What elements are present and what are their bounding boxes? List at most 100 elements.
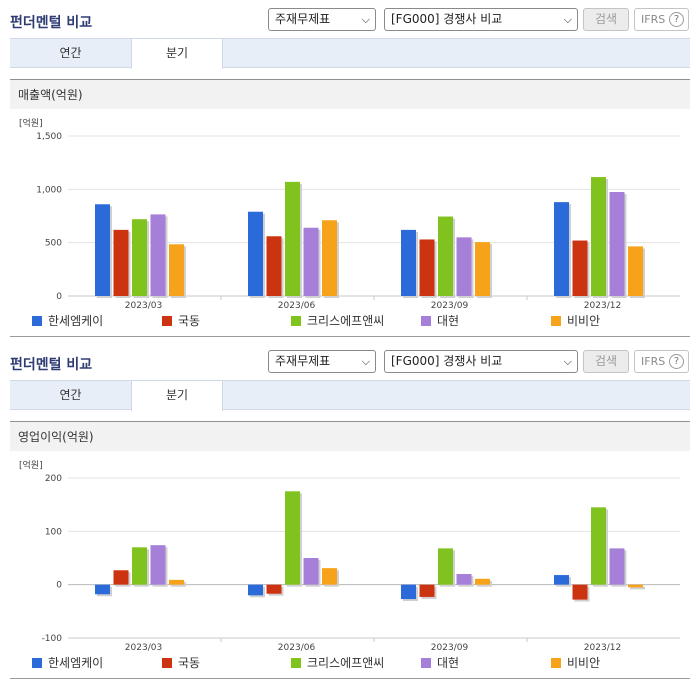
panel-title: 펀더멘털 비교	[10, 15, 93, 31]
statement-select[interactable]: 주재무제표 ⌵	[268, 8, 376, 31]
ifrs-help-button[interactable]: IFRS ?	[634, 350, 689, 373]
legend-item[interactable]: 크리스에프앤씨	[291, 312, 384, 330]
bar	[401, 229, 416, 296]
operating-profit-bar-chart: [억원] -100 0 100 200 2023/03 2023/06 2023/09 2023…	[19, 459, 680, 653]
unit-label: [억원]	[19, 117, 43, 129]
y-tick-label: 1,500	[36, 132, 62, 142]
statement-select-value: 주재무제표	[275, 354, 331, 368]
x-tick-label: 2023/03	[125, 643, 162, 653]
bar	[132, 219, 147, 296]
ifrs-help-button[interactable]: IFRS ?	[634, 8, 689, 31]
search-button[interactable]: 검색	[583, 8, 629, 31]
bar	[401, 584, 416, 600]
legend-swatch	[32, 658, 42, 668]
x-tick-label: 2023/09	[431, 643, 469, 653]
bar	[438, 216, 453, 296]
bar	[285, 181, 300, 296]
chevron-down-icon: ⌵	[563, 13, 572, 26]
y-tick-label: 500	[45, 239, 62, 249]
x-tick-label: 2023/06	[278, 301, 316, 311]
bar	[554, 202, 569, 296]
chart-legend: 한세엠케이 국동 크리스에프앤씨 대현 비비안	[10, 654, 690, 674]
chevron-down-icon: ⌵	[361, 13, 370, 26]
bar	[169, 579, 184, 585]
bar	[303, 558, 319, 585]
bar	[609, 192, 625, 296]
y-tick-label: 0	[56, 292, 62, 302]
bar	[609, 548, 625, 585]
y-tick-label: 200	[45, 474, 62, 484]
legend-label: 비비안	[567, 314, 601, 328]
bar	[628, 584, 643, 588]
legend-item[interactable]: 국동	[162, 312, 200, 330]
legend-item[interactable]: 한세엠케이	[32, 654, 103, 672]
bar	[150, 545, 166, 585]
legend-label: 대현	[437, 656, 460, 670]
statement-select-value: 주재무제표	[275, 12, 331, 26]
legend-item[interactable]: 국동	[162, 654, 200, 672]
legend-swatch	[291, 658, 301, 668]
x-tick-label: 2023/03	[125, 301, 162, 311]
legend-item[interactable]: 크리스에프앤씨	[291, 654, 384, 672]
tab-quarterly[interactable]: 분기	[131, 381, 223, 411]
compare-select[interactable]: [FG000] 경쟁사 비교 ⌵	[384, 8, 578, 31]
bar	[456, 237, 472, 296]
bar-shadow	[630, 586, 645, 590]
bar	[266, 584, 282, 594]
bar	[554, 575, 569, 585]
ifrs-label: IFRS	[641, 355, 666, 368]
legend-label: 국동	[178, 314, 201, 328]
bar	[113, 229, 129, 296]
bar	[169, 244, 184, 296]
bar	[438, 548, 453, 585]
tab-quarterly[interactable]: 분기	[131, 39, 223, 69]
bar	[628, 246, 643, 296]
legend-swatch	[32, 316, 42, 326]
legend-label: 대현	[437, 314, 460, 328]
divider	[10, 336, 690, 337]
legend-swatch	[162, 658, 172, 668]
y-tick-label: -100	[42, 634, 63, 644]
help-icon: ?	[669, 12, 684, 27]
legend-item[interactable]: 비비안	[551, 312, 600, 330]
legend-swatch	[291, 316, 301, 326]
bar	[95, 204, 110, 296]
x-tick-label: 2023/12	[584, 643, 621, 653]
legend-label: 크리스에프앤씨	[307, 314, 385, 328]
legend-label: 한세엠케이	[48, 314, 104, 328]
legend-item[interactable]: 대현	[421, 654, 459, 672]
legend-label: 비비안	[567, 656, 601, 670]
tab-annual[interactable]: 연간	[59, 46, 82, 60]
tab-annual[interactable]: 연간	[59, 388, 82, 402]
bar	[572, 584, 588, 600]
bar	[322, 220, 337, 296]
period-tabs: 연간 분기	[10, 38, 690, 69]
bar	[475, 242, 490, 296]
bar	[419, 239, 435, 296]
legend-label: 한세엠케이	[48, 656, 104, 670]
legend-label: 크리스에프앤씨	[307, 656, 385, 670]
compare-select-value: [FG000] 경쟁사 비교	[391, 12, 503, 26]
fundamental-panel-revenue: 펀더멘털 비교 주재무제표 ⌵ [FG000] 경쟁사 비교 ⌵ 검색 IFRS…	[10, 8, 690, 337]
fundamental-panel-operating-profit: 펀더멘털 비교 주재무제표 ⌵ [FG000] 경쟁사 비교 ⌵ 검색 IFRS…	[0, 342, 696, 684]
statement-select[interactable]: 주재무제표 ⌵	[268, 350, 376, 373]
chevron-down-icon: ⌵	[563, 355, 572, 368]
search-button[interactable]: 검색	[583, 350, 629, 373]
compare-select-value: [FG000] 경쟁사 비교	[391, 354, 503, 368]
legend-item[interactable]: 대현	[421, 312, 459, 330]
revenue-bar-chart: [억원] 0 500 1,000 1,500 2023/03 2023/06 2023/09 2…	[19, 117, 680, 311]
x-tick-label: 2023/06	[278, 643, 316, 653]
x-tick-label: 2023/12	[584, 301, 621, 311]
bar	[248, 584, 263, 596]
unit-label: [억원]	[19, 459, 43, 471]
legend-swatch	[421, 658, 431, 668]
chart-subhead: 매출액(억원)	[10, 79, 690, 109]
bar	[591, 507, 606, 585]
bar	[150, 214, 166, 296]
bar	[132, 547, 147, 585]
legend-item[interactable]: 비비안	[551, 654, 600, 672]
compare-select[interactable]: [FG000] 경쟁사 비교 ⌵	[384, 350, 578, 373]
ifrs-label: IFRS	[641, 13, 666, 26]
legend-item[interactable]: 한세엠케이	[32, 312, 103, 330]
chart-legend: 한세엠케이 국동 크리스에프앤씨 대현 비비안	[10, 312, 690, 332]
